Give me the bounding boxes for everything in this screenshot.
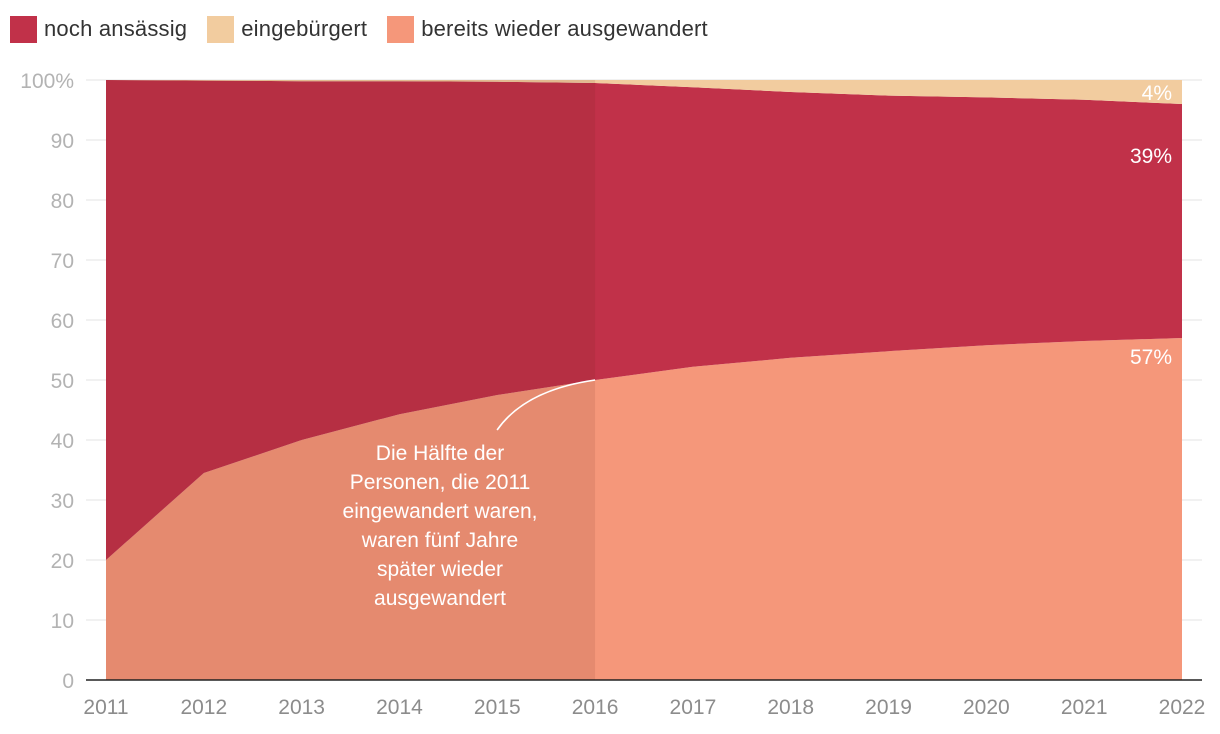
y-tick-label-40: 40 [51,430,74,453]
x-tick-label-2012: 2012 [180,696,227,719]
y-tick-label-70: 70 [51,250,74,273]
x-tick-label-2016: 2016 [572,696,619,719]
annotation-line-5: ausgewandert [374,587,506,610]
x-tick-label-2021: 2021 [1061,696,1108,719]
x-tick-label-2022: 2022 [1159,696,1206,719]
x-tick-label-2017: 2017 [670,696,717,719]
y-tick-label-50: 50 [51,370,74,393]
end-label-0: 4% [1142,82,1172,105]
annotation-line-3: waren fünf Jahre [361,529,518,552]
legend: noch ansässig eingebürgert bereits wiede… [10,14,708,44]
legend-label-noch-ansaessig: noch ansässig [44,16,188,41]
x-tick-label-2018: 2018 [767,696,814,719]
y-tick-label-80: 80 [51,190,74,213]
legend-item-eingebuergert[interactable]: eingebürgert [207,15,368,43]
legend-item-noch-ansaessig[interactable]: noch ansässig [10,15,188,43]
y-tick-label-30: 30 [51,490,74,513]
y-tick-label-90: 90 [51,130,74,153]
area-eingeb-rgert [106,80,1182,104]
legend-label-ausgewandert: bereits wieder ausgewandert [421,16,708,41]
y-tick-label-20: 20 [51,550,74,573]
y-tick-label-10: 10 [51,610,74,633]
x-tick-label-2015: 2015 [474,696,521,719]
end-label-1: 39% [1130,145,1172,168]
legend-swatch-eingebuergert [207,15,235,43]
x-tick-label-2011: 2011 [83,696,128,719]
annotation-line-0: Die Hälfte der [376,442,504,465]
x-tick-label-2014: 2014 [376,696,423,719]
legend-swatch-noch-ansaessig [10,15,37,43]
legend-swatch-ausgewandert [387,15,415,43]
end-label-2: 57% [1130,346,1172,369]
legend-item-ausgewandert[interactable]: bereits wieder ausgewandert [387,15,708,43]
annotation-line-1: Personen, die 2011 [350,471,531,494]
area-noch-ans-ssig [106,80,1182,560]
y-tick-label-60: 60 [51,310,74,333]
y-tick-label-100: 100% [20,70,74,93]
x-tick-label-2019: 2019 [865,696,912,719]
x-tick-label-2013: 2013 [278,696,325,719]
annotation-line-2: eingewandert waren, [343,500,538,523]
x-tick-label-2020: 2020 [963,696,1010,719]
y-tick-label-0: 0 [62,670,74,693]
area-bereits-wieder-ausgewandert [106,338,1182,680]
legend-label-eingebuergert: eingebürgert [241,16,368,41]
annotation-connector [496,379,596,431]
highlight-range-overlay [106,80,596,680]
annotation-line-4: später wieder [377,558,503,581]
